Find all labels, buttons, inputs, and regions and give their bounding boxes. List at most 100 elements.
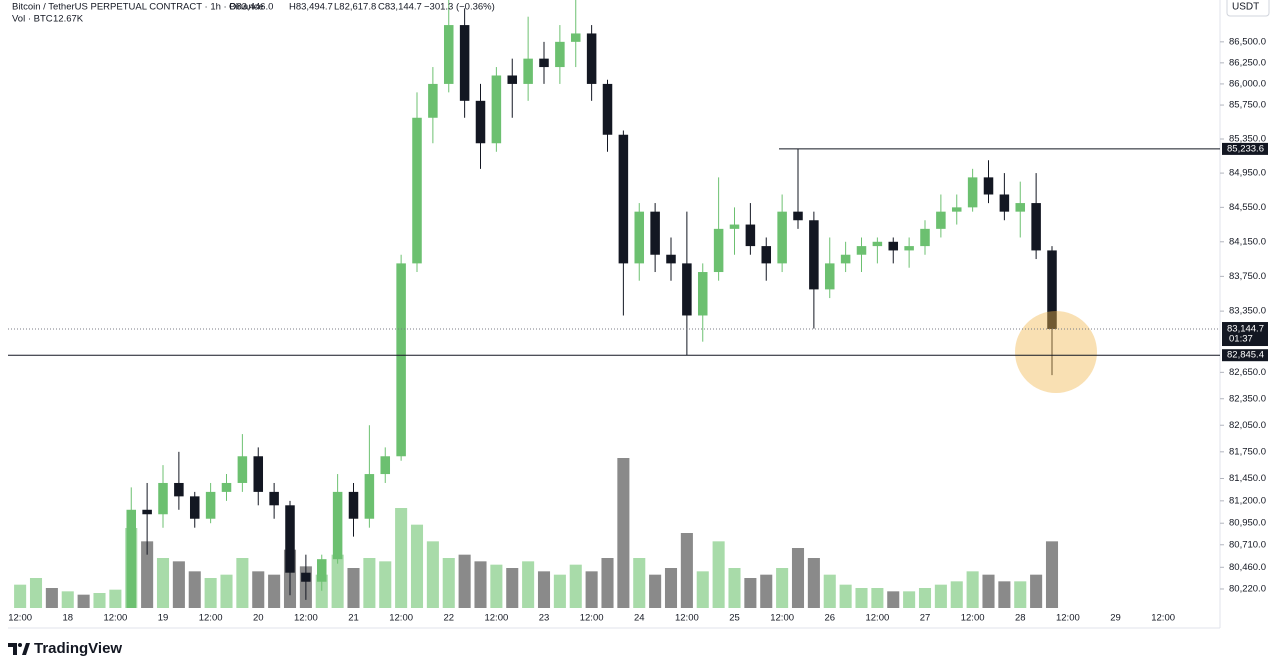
volume-bar bbox=[1030, 574, 1043, 608]
candle-body bbox=[824, 263, 835, 290]
volume-bar bbox=[839, 584, 852, 608]
volume-bar bbox=[649, 574, 662, 608]
y-tick-label: 84,950.0 bbox=[1229, 168, 1266, 179]
y-tick-label: 81,450.0 bbox=[1229, 473, 1266, 484]
candle-body bbox=[856, 246, 867, 255]
volume-bar bbox=[1014, 581, 1027, 608]
currency[interactable]: USDT bbox=[1232, 2, 1259, 13]
brand-name: TradingView bbox=[34, 640, 122, 657]
volume-bar bbox=[347, 568, 360, 608]
candle-body bbox=[682, 263, 692, 316]
candle-body bbox=[967, 177, 978, 208]
volume-bar bbox=[950, 581, 963, 608]
volume-bar bbox=[172, 561, 185, 608]
candle-body bbox=[491, 75, 502, 144]
ohlc-low: L82,617.8 bbox=[334, 2, 376, 13]
candle-body bbox=[237, 456, 248, 483]
volume-bar bbox=[315, 574, 328, 608]
candle-body bbox=[777, 211, 787, 264]
x-tick-label: 12:00 bbox=[1151, 613, 1175, 624]
candle-body bbox=[936, 211, 946, 229]
candle-body bbox=[555, 41, 565, 68]
ohlc-close: C83,144.7 bbox=[378, 2, 422, 13]
volume-bar bbox=[410, 524, 424, 608]
volume-bar bbox=[490, 564, 503, 608]
currency-box[interactable] bbox=[1226, 0, 1270, 17]
x-tick-label: 23 bbox=[539, 613, 550, 624]
x-tick-label: 12:00 bbox=[770, 613, 794, 624]
candle-body bbox=[412, 117, 422, 264]
candle-body bbox=[809, 220, 819, 290]
volume-bar bbox=[363, 558, 376, 608]
volume-bar bbox=[506, 568, 519, 608]
volume-bar bbox=[903, 591, 916, 608]
volume-bar bbox=[776, 568, 789, 608]
volume-bar bbox=[458, 554, 471, 608]
volume-bar bbox=[61, 591, 74, 608]
x-tick-label: 12:00 bbox=[865, 613, 889, 624]
volume-bar bbox=[585, 571, 598, 608]
candle-body bbox=[872, 241, 883, 247]
y-tick-label: 83,350.0 bbox=[1229, 306, 1266, 317]
y-tick-label: 82,050.0 bbox=[1229, 420, 1266, 431]
volume-bar bbox=[156, 558, 170, 608]
x-tick-label: 28 bbox=[1015, 613, 1026, 624]
candle-body bbox=[1047, 250, 1057, 330]
countdown: 01:37 bbox=[1229, 334, 1253, 345]
candle-body bbox=[729, 224, 740, 229]
y-tick-label: 80,950.0 bbox=[1229, 518, 1266, 529]
volume-bar bbox=[141, 541, 154, 608]
ohlc-open: O83,446.0 bbox=[229, 2, 273, 13]
y-tick-label: 81,750.0 bbox=[1229, 446, 1266, 457]
y-tick-label: 86,250.0 bbox=[1229, 57, 1266, 68]
volume-bar bbox=[966, 571, 979, 608]
last-price-label: 83,144.7 bbox=[1227, 324, 1264, 335]
y-tick-label: 84,150.0 bbox=[1229, 236, 1266, 247]
volume-bar bbox=[474, 561, 487, 608]
candle-body bbox=[174, 482, 184, 497]
volume-bar bbox=[569, 564, 582, 608]
volume-bar bbox=[791, 548, 805, 608]
volume-bar bbox=[442, 558, 455, 608]
volume-bar bbox=[395, 508, 408, 608]
candle-body bbox=[840, 254, 851, 264]
volume-bar bbox=[712, 541, 725, 608]
candle-body bbox=[618, 134, 629, 264]
volume-bar bbox=[220, 574, 233, 608]
x-tick-label: 12:00 bbox=[580, 613, 604, 624]
candle-body bbox=[269, 491, 279, 506]
volume-bar bbox=[537, 571, 551, 608]
candle-body bbox=[650, 211, 660, 255]
candle-body bbox=[523, 58, 533, 84]
candle-body bbox=[380, 456, 391, 475]
volume-bar bbox=[696, 571, 709, 608]
volume-bar bbox=[887, 591, 900, 608]
candle-body bbox=[316, 559, 327, 582]
volume-bar bbox=[871, 588, 884, 608]
candle-body bbox=[920, 228, 930, 247]
x-tick-label: 27 bbox=[920, 613, 931, 624]
volume-bar bbox=[680, 533, 693, 608]
candle-body bbox=[904, 246, 914, 251]
volume-bar bbox=[93, 593, 106, 608]
volume-bar bbox=[379, 561, 392, 608]
last-price-box bbox=[1222, 322, 1268, 347]
volume-bar bbox=[426, 541, 439, 608]
candle-body bbox=[285, 505, 295, 573]
volume-bar bbox=[522, 561, 535, 608]
volume-bar bbox=[45, 588, 58, 608]
volume-bar bbox=[744, 578, 757, 608]
x-tick-label: 19 bbox=[158, 613, 169, 624]
candle-body bbox=[634, 211, 645, 264]
x-tick-label: 22 bbox=[443, 613, 454, 624]
candle-body bbox=[539, 58, 549, 68]
volume-bar bbox=[188, 571, 201, 608]
ohlc-change: −301.3 (−0.36%) bbox=[424, 2, 495, 13]
y-tick-label: 80,710.0 bbox=[1229, 539, 1266, 550]
y-tick-label: 82,350.0 bbox=[1229, 393, 1266, 404]
volume-bar bbox=[807, 558, 820, 608]
candle-body bbox=[697, 272, 708, 316]
candle-body bbox=[428, 83, 438, 118]
candle-body bbox=[396, 263, 406, 457]
volume-bar bbox=[331, 554, 344, 608]
